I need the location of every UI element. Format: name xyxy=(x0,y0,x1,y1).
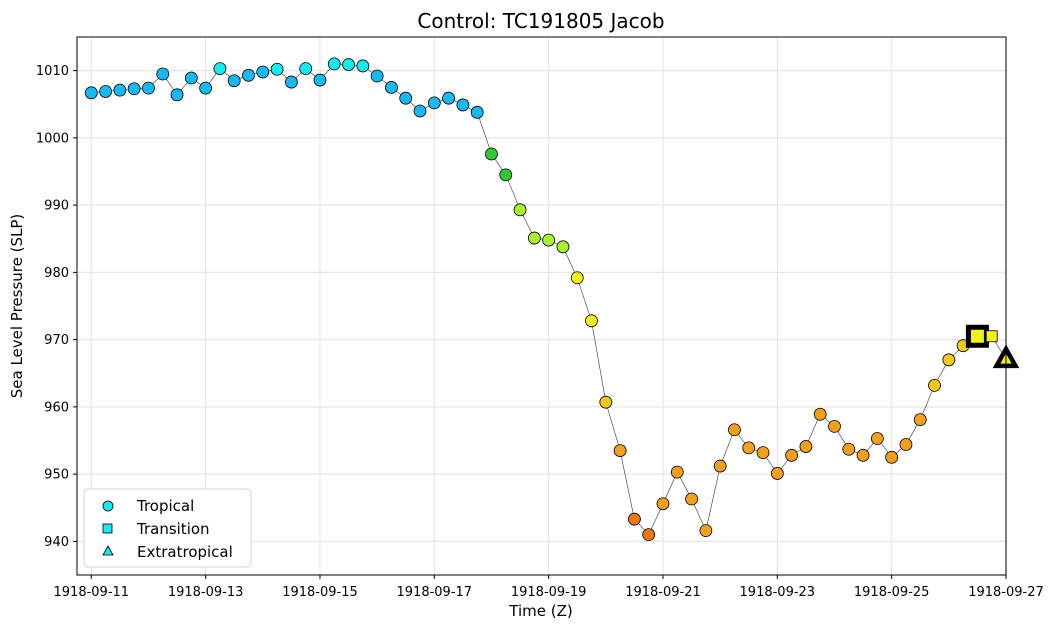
tropical-point xyxy=(856,448,870,462)
tropical-point xyxy=(470,105,484,119)
x-tick-label: 1918-09-15 xyxy=(282,585,358,600)
tropical-point xyxy=(499,168,513,182)
legend-tropical-label: Tropical xyxy=(136,497,194,515)
tropical-point xyxy=(270,62,284,76)
tropical-point xyxy=(413,104,427,118)
y-tick-label: 960 xyxy=(44,400,69,415)
tropical-point xyxy=(299,62,313,76)
y-tick-label: 1010 xyxy=(36,64,69,79)
tropical-point xyxy=(385,81,398,94)
tropical-point xyxy=(942,353,956,367)
tropical-point xyxy=(670,465,684,479)
legend-tropical-marker xyxy=(102,500,114,512)
tropical-point xyxy=(728,423,741,437)
chart-title: Control: TC191805 Jacob xyxy=(417,9,664,33)
tropical-point xyxy=(485,147,498,161)
legend-transition-marker xyxy=(102,523,113,534)
tropical-point xyxy=(370,69,384,83)
legend-box xyxy=(83,488,252,568)
tropical-point xyxy=(156,67,170,81)
tropical-point xyxy=(313,73,327,87)
x-tick-label: 1918-09-27 xyxy=(968,585,1044,600)
tropical-point xyxy=(613,444,627,457)
y-tick-label: 990 xyxy=(44,199,69,214)
tropical-point xyxy=(885,450,899,464)
tropical-point xyxy=(113,83,127,97)
y-axis: 940 950 960 970 980 990 1000 1010 xyxy=(36,64,77,550)
transition-point xyxy=(985,330,998,343)
tropical-point xyxy=(656,497,670,511)
tropical-point xyxy=(170,88,184,102)
tropical-point xyxy=(513,203,527,217)
y-tick-label: 950 xyxy=(44,468,69,483)
legend-extratropical-marker xyxy=(102,545,114,556)
tropical-point xyxy=(813,407,827,421)
x-tick-label: 1918-09-19 xyxy=(511,585,587,600)
legend-extratropical-label: Extratropical xyxy=(137,543,233,561)
tropical-point xyxy=(628,512,641,526)
y-tick-label: 1000 xyxy=(36,131,69,146)
tropical-point xyxy=(556,240,570,254)
tropical-point xyxy=(713,459,727,473)
legend-transition-label: Transition xyxy=(136,520,210,538)
tropical-point xyxy=(184,71,198,85)
tropical-point xyxy=(585,314,598,328)
tropical-point xyxy=(327,57,341,71)
tropical-point xyxy=(599,395,613,409)
x-tick-label: 1918-09-11 xyxy=(54,585,130,600)
tropical-point xyxy=(213,62,227,76)
tropical-point xyxy=(570,271,584,285)
tropical-point xyxy=(870,432,884,445)
data-points xyxy=(84,57,1020,542)
legend: Tropical Transition Extratropical xyxy=(83,488,252,568)
tropical-point xyxy=(756,446,770,460)
y-tick-label: 980 xyxy=(44,266,69,281)
tropical-point xyxy=(685,492,698,506)
x-tick-label: 1918-09-25 xyxy=(854,585,930,600)
plot-frame xyxy=(76,36,1007,576)
tropical-point xyxy=(199,81,213,95)
grid xyxy=(77,37,1007,575)
tropical-point xyxy=(427,96,441,110)
x-axis: 1918-09-11 1918-09-13 1918-09-15 1918-09-17… xyxy=(54,575,1044,600)
tropical-point xyxy=(99,85,112,98)
tropical-point xyxy=(913,413,927,427)
transition-point xyxy=(965,324,989,348)
tropical-point xyxy=(785,448,799,462)
tropical-point xyxy=(828,419,841,433)
x-tick-label: 1918-09-21 xyxy=(625,585,701,600)
tropical-point xyxy=(456,98,470,112)
x-axis-title: Time (Z) xyxy=(508,602,572,620)
tropical-point xyxy=(242,68,255,82)
tropical-point xyxy=(356,59,370,73)
y-tick-label: 970 xyxy=(44,333,69,348)
tropical-point xyxy=(442,91,456,105)
y-axis-title: Sea Level Pressure (SLP) xyxy=(8,214,26,399)
tropical-point xyxy=(770,467,784,480)
tropical-point xyxy=(84,86,98,100)
tropical-point xyxy=(342,58,355,71)
tropical-point xyxy=(142,81,155,95)
tropical-point xyxy=(928,378,941,392)
tropical-point xyxy=(842,442,856,456)
tropical-point xyxy=(127,82,141,96)
tropical-point xyxy=(542,233,556,247)
x-tick-label: 1918-09-13 xyxy=(168,585,244,600)
x-tick-label: 1918-09-23 xyxy=(740,585,816,600)
tropical-point xyxy=(899,438,913,451)
y-tick-label: 940 xyxy=(44,535,69,550)
x-tick-label: 1918-09-17 xyxy=(397,585,473,600)
tropical-point xyxy=(699,524,713,538)
tropical-point xyxy=(399,91,413,105)
tropical-point xyxy=(527,231,541,245)
tropical-point xyxy=(742,441,756,455)
tropical-point xyxy=(227,74,241,88)
tropical-point xyxy=(284,75,298,89)
tropical-point xyxy=(642,528,656,542)
tropical-point xyxy=(256,65,270,79)
tropical-point xyxy=(799,440,813,453)
